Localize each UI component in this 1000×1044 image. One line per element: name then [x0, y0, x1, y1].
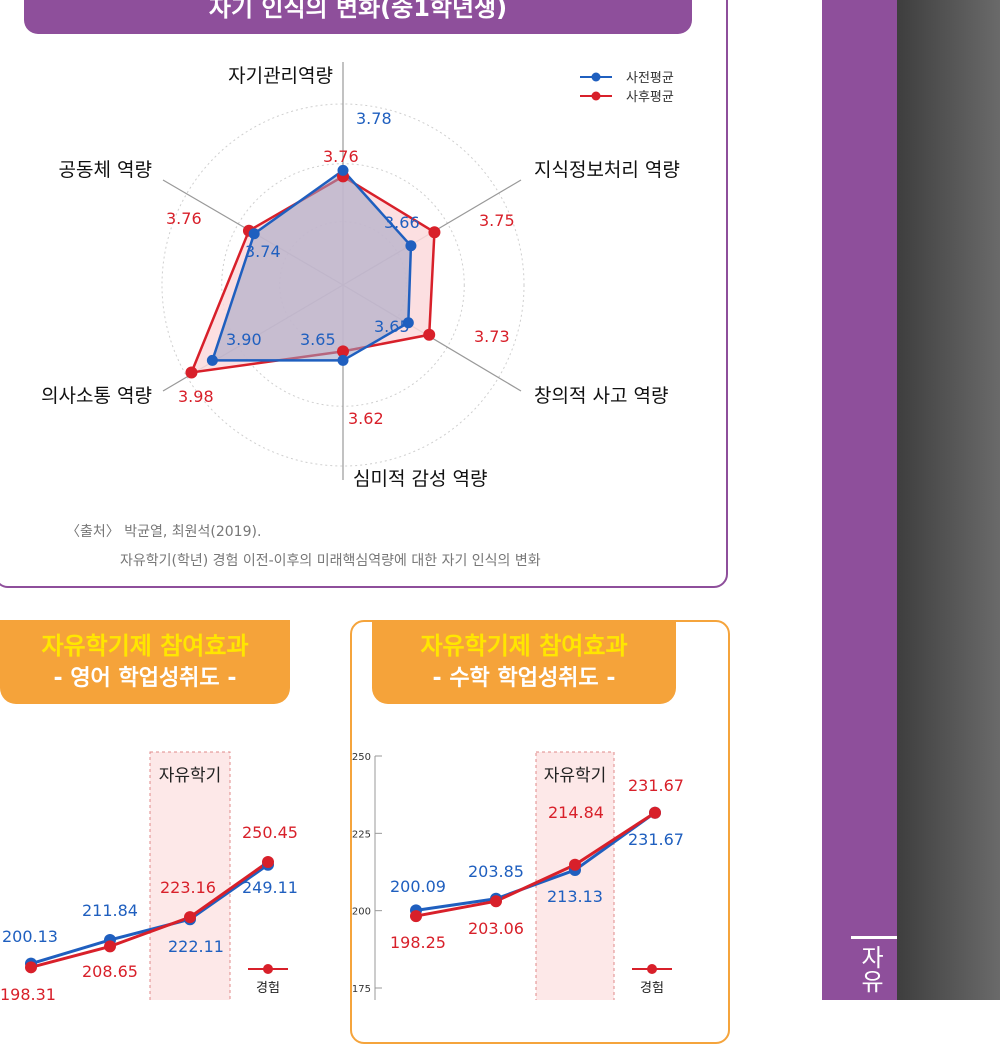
- math-subtitle: - 수학 학업성취도 -: [432, 666, 616, 691]
- english-value-0-3: 249.11: [242, 878, 298, 897]
- source-description: 자유학기(학년) 경험 이전-이후의 미래핵심역량에 대한 자기 인식의 변화: [120, 553, 541, 569]
- math-point-1-3: [649, 806, 661, 819]
- radar-category-2: 창의적 사고 역량: [534, 385, 668, 407]
- radar-post-point-3: [337, 345, 349, 358]
- math-ytick-label-1: 200: [352, 907, 371, 918]
- english-value-1-3: 250.45: [242, 823, 298, 842]
- english-line-0: [30, 863, 269, 966]
- english-value-1-0: 198.31: [0, 985, 56, 1000]
- math-point-1-0: [410, 910, 422, 923]
- radar-pre-point-1: [405, 240, 417, 252]
- math-title: 자유학기제 참여효과: [420, 632, 628, 660]
- radar-category-4: 의사소통 역량: [41, 385, 152, 407]
- side-tab-marker: [851, 936, 897, 939]
- radar-pre-value-4: 3.90: [226, 330, 262, 349]
- english-point-1-3: [262, 855, 274, 868]
- radar-pre-point-5: [248, 228, 260, 240]
- radar-pre-point-4: [206, 354, 218, 366]
- math-ytick-label-3: 250: [352, 752, 371, 763]
- english-line-1: [30, 860, 269, 969]
- radar-pre-value-0: 3.78: [356, 109, 392, 128]
- radar-category-0: 자기관리역량: [228, 65, 333, 87]
- math-band-label: 자유학기: [544, 766, 607, 786]
- radar-pre-point-0: [337, 164, 349, 176]
- radar-pre-point-2: [402, 317, 414, 329]
- legend-post-label: 사후평균: [626, 90, 674, 105]
- english-point-1-2: [184, 911, 196, 924]
- radar-post-value-4: 3.98: [178, 387, 214, 406]
- math-line-1: [415, 811, 656, 918]
- math-value-0-1: 203.85: [468, 862, 524, 881]
- radar-pre-point-3: [337, 354, 349, 366]
- radar-title: 자기 인식의 변화(중1학년생): [208, 0, 508, 22]
- legend-pre-marker: [591, 72, 601, 82]
- math-ytick-label-2: 225: [352, 829, 371, 840]
- english-band: [149, 751, 231, 1000]
- legend-pre-label: 사전평균: [626, 71, 674, 86]
- radar-pre-value-3: 3.65: [300, 330, 336, 349]
- side-shadow: [897, 0, 1000, 1000]
- math-value-0-0: 200.09: [390, 877, 446, 896]
- english-point-1-1: [104, 940, 116, 953]
- math-value-0-2: 213.13: [547, 887, 603, 906]
- line-charts: 자유학기 자유학기 175 200 225 250 200.13 211.84 222.1…: [0, 751, 684, 1000]
- math-legend-marker: [647, 964, 657, 974]
- math-value-1-0: 198.25: [390, 933, 446, 952]
- radar-post-value-3: 3.62: [348, 409, 384, 428]
- english-value-1-1: 208.65: [82, 962, 138, 981]
- english-title: 자유학기제 참여효과: [41, 632, 249, 660]
- radar-grid-ring-0: [161, 103, 525, 467]
- english-legend-label: 경험: [256, 981, 280, 996]
- radar-post-value-5: 3.76: [166, 209, 202, 228]
- math-legend-label: 경험: [640, 981, 664, 996]
- radar-post-value-0: 3.76: [323, 147, 359, 166]
- math-value-0-3: 231.67: [628, 830, 684, 849]
- math-value-1-1: 203.06: [468, 919, 524, 938]
- source-citation: 〈출처〉 박균열, 최원석(2019).: [66, 524, 262, 540]
- math-value-1-3: 231.67: [628, 776, 684, 795]
- english-legend-marker: [263, 964, 273, 974]
- radar-pre-value-1: 3.66: [384, 213, 420, 232]
- radar-title-banner: [24, 0, 692, 34]
- radar-pre-value-2: 3.65: [374, 317, 410, 336]
- radar-post-value-1: 3.75: [479, 211, 515, 230]
- math-point-1-2: [569, 858, 581, 871]
- english-title-tab: 자유학기제 참여효과 - 영어 학업성취도 -: [0, 620, 290, 704]
- english-subtitle: - 영어 학업성취도 -: [53, 666, 237, 691]
- english-point-1-0: [25, 961, 37, 974]
- english-value-0-2: 222.11: [168, 937, 224, 956]
- radar-category-3: 심미적 감성 역량: [353, 468, 487, 490]
- legend-post-marker: [591, 91, 601, 101]
- radar-category-5: 공동체 역량: [59, 159, 152, 181]
- math-title-tab: 자유학기제 참여효과 - 수학 학업성취도 -: [372, 620, 676, 704]
- math-point-1-1: [490, 895, 502, 908]
- radar-pre-value-5: 3.74: [245, 242, 281, 261]
- math-value-1-2: 214.84: [548, 803, 604, 822]
- english-value-1-2: 223.16: [160, 878, 216, 897]
- english-value-0-1: 211.84: [82, 901, 138, 920]
- radar-post-value-2: 3.73: [474, 327, 510, 346]
- radar-post-point-1: [428, 226, 441, 239]
- math-ytick-label-0: 175: [352, 984, 371, 995]
- english-value-0-0: 200.13: [2, 927, 58, 946]
- radar-post-point-4: [185, 366, 198, 379]
- radar-category-1: 지식정보처리 역량: [534, 159, 680, 181]
- side-band: [822, 0, 897, 1000]
- side-tab-label: 자유: [856, 945, 884, 993]
- radar-post-point-2: [423, 328, 436, 341]
- english-band-label: 자유학기: [159, 766, 222, 786]
